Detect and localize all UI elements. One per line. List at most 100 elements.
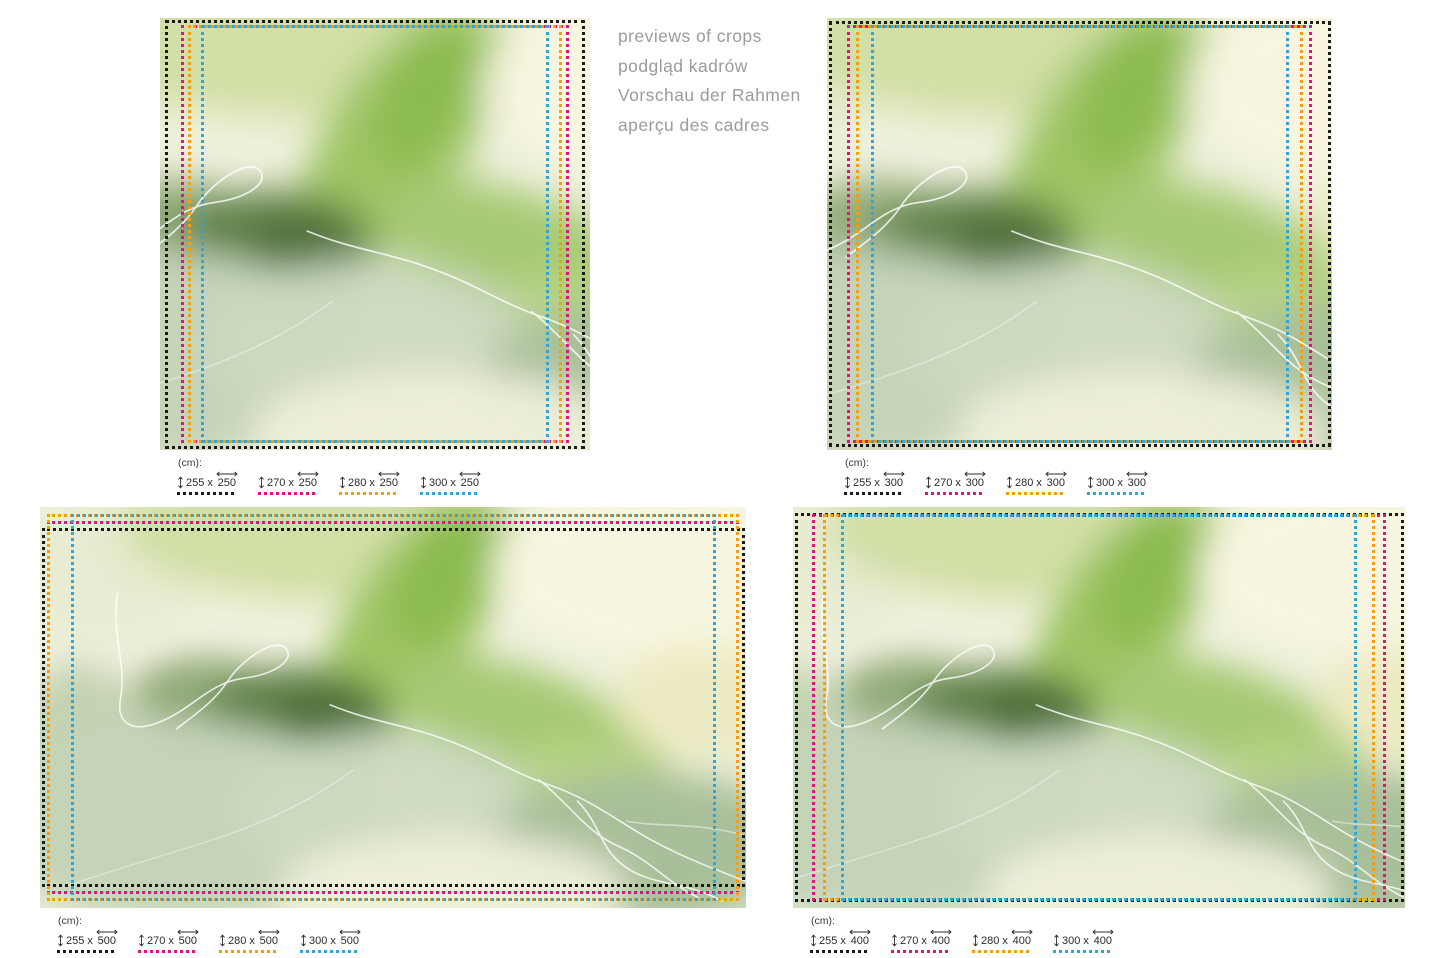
crop-width-group: 500	[339, 929, 361, 947]
crop-height-value: 280	[348, 477, 367, 489]
dimension-separator: x	[1083, 935, 1089, 947]
height-arrow-icon	[1088, 476, 1093, 489]
height-arrow-icon	[421, 476, 426, 489]
height-arrow-icon	[1007, 476, 1012, 489]
crop-height-value: 270	[147, 935, 166, 947]
legend-item-255x400: 255 x 400	[810, 929, 891, 953]
crop-height-value: 300	[1096, 477, 1115, 489]
width-arrow-icon	[216, 471, 238, 477]
crop-width-value: 400	[1093, 935, 1113, 947]
dimension-separator: x	[288, 477, 294, 489]
crop-width-value: 250	[217, 477, 237, 489]
crop-width-group: 400	[1011, 929, 1033, 947]
unit-label: (cm):	[845, 457, 869, 469]
width-arrow-icon	[883, 471, 905, 477]
height-arrow-icon	[926, 476, 931, 489]
size-legend: (cm): 255 x 500 270 x 500 280 x 500 300 x 500	[57, 915, 381, 953]
crop-width-value: 250	[298, 477, 318, 489]
width-arrow-icon	[1126, 471, 1148, 477]
legend-item-300x300: 300 x 300	[1087, 471, 1168, 495]
legend-item-270x500: 270 x 500	[138, 929, 219, 953]
crop-width-group: 300	[1045, 471, 1067, 489]
width-arrow-icon	[258, 929, 280, 935]
crop-width-value: 400	[850, 935, 870, 947]
crop-height-value: 255	[66, 935, 85, 947]
crop-width-value: 400	[1012, 935, 1032, 947]
crop-size-label: 300 x 500	[300, 929, 381, 947]
artwork-crop-top-right	[827, 18, 1332, 450]
legend-item-280x250: 280 x 250	[339, 471, 420, 495]
legend-color-swatch-orange	[339, 492, 396, 495]
legend-item-280x300: 280 x 300	[1006, 471, 1087, 495]
crop-width-value: 500	[259, 935, 279, 947]
crop-width-group: 500	[177, 929, 199, 947]
crop-size-label: 255 x 250	[177, 471, 258, 489]
height-arrow-icon	[811, 934, 816, 947]
crop-preview-panel-bottom-right: (cm): 255 x 400 270 x 400 280 x 400 300 x 400	[793, 507, 1405, 953]
crop-size-label: 255 x 500	[57, 929, 138, 947]
crop-size-label: 255 x 400	[810, 929, 891, 947]
crop-width-value: 400	[931, 935, 951, 947]
crop-height-value: 255	[853, 477, 872, 489]
height-arrow-icon	[892, 934, 897, 947]
crop-width-group: 400	[1092, 929, 1114, 947]
crop-width-group: 250	[216, 471, 238, 489]
height-arrow-icon	[973, 934, 978, 947]
crop-width-group: 400	[930, 929, 952, 947]
crop-width-value: 500	[97, 935, 117, 947]
width-arrow-icon	[1011, 929, 1033, 935]
legend-color-swatch-magenta	[925, 492, 982, 495]
crop-size-label: 300 x 250	[420, 471, 501, 489]
legend-color-swatch-blue	[1087, 492, 1144, 495]
crop-height-value: 255	[186, 477, 205, 489]
crop-width-value: 500	[340, 935, 360, 947]
height-arrow-icon	[139, 934, 144, 947]
crop-width-group: 500	[258, 929, 280, 947]
crop-preview-panel-top-left: (cm): 255 x 250 270 x 250 280 x 250 300 x 250	[160, 18, 590, 495]
legend-items: 255 x 400 270 x 400 280 x 400 300 x 400	[810, 929, 1134, 953]
dimension-separator: x	[369, 477, 375, 489]
crop-height-value: 300	[309, 935, 328, 947]
legend-item-255x300: 255 x 300	[844, 471, 925, 495]
title-line-french: aperçu des cadres	[618, 114, 770, 135]
watercolor-artwork	[827, 18, 1332, 450]
artwork-crop-top-left	[160, 18, 590, 450]
legend-color-swatch-orange	[972, 950, 1029, 953]
height-arrow-icon	[178, 476, 183, 489]
crop-height-value: 270	[934, 477, 953, 489]
crop-height-value: 280	[1015, 477, 1034, 489]
legend-color-swatch-magenta	[138, 950, 195, 953]
crop-size-label: 280 x 250	[339, 471, 420, 489]
legend-item-300x500: 300 x 500	[300, 929, 381, 953]
height-arrow-icon	[301, 934, 306, 947]
crop-size-label: 300 x 300	[1087, 471, 1168, 489]
width-arrow-icon	[339, 929, 361, 935]
width-arrow-icon	[930, 929, 952, 935]
legend-items: 255 x 300 270 x 300 280 x 300 300 x 300	[844, 471, 1168, 495]
width-arrow-icon	[1092, 929, 1114, 935]
crop-width-value: 500	[178, 935, 198, 947]
dimension-separator: x	[1036, 477, 1042, 489]
legend-item-300x400: 300 x 400	[1053, 929, 1134, 953]
unit-label: (cm):	[178, 457, 202, 469]
width-arrow-icon	[849, 929, 871, 935]
crop-width-value: 300	[884, 477, 904, 489]
height-arrow-icon	[220, 934, 225, 947]
legend-color-swatch-orange	[1006, 492, 1063, 495]
height-arrow-icon	[58, 934, 63, 947]
crop-width-value: 300	[965, 477, 985, 489]
artwork-crop-bottom-left	[40, 507, 746, 908]
crop-width-group: 300	[1126, 471, 1148, 489]
crop-height-value: 270	[900, 935, 919, 947]
title-line-english: previews of crops	[618, 26, 762, 46]
crop-size-label: 280 x 400	[972, 929, 1053, 947]
legend-item-270x300: 270 x 300	[925, 471, 1006, 495]
dimension-separator: x	[1002, 935, 1008, 947]
width-arrow-icon	[297, 471, 319, 477]
height-arrow-icon	[1054, 934, 1059, 947]
crop-width-group: 300	[883, 471, 905, 489]
size-legend: (cm): 255 x 300 270 x 300 280 x 300 300 x 300	[844, 457, 1168, 495]
legend-color-swatch-magenta	[258, 492, 315, 495]
crop-size-label: 270 x 500	[138, 929, 219, 947]
